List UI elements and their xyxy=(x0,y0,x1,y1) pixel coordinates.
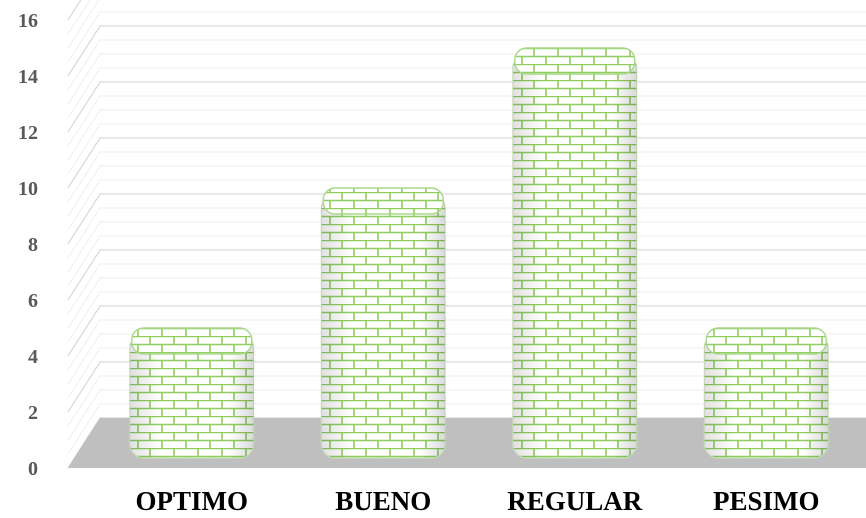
gridline-minor xyxy=(67,221,866,273)
gridline-minor xyxy=(67,235,866,287)
gridline-minor xyxy=(67,179,866,231)
bar xyxy=(129,327,255,459)
bars xyxy=(129,47,829,459)
y-tick-label: 14 xyxy=(18,66,38,88)
gridline-minor xyxy=(67,39,866,91)
bar-top xyxy=(131,327,253,355)
bar-top xyxy=(322,187,444,215)
gridline-minor xyxy=(67,123,866,175)
gridline-minor xyxy=(67,67,866,119)
y-tick-label: 6 xyxy=(28,290,38,312)
bar xyxy=(703,327,829,459)
x-category-label: BUENO xyxy=(335,486,431,516)
x-category-label: PESIMO xyxy=(713,486,820,516)
gridline-major xyxy=(67,137,866,189)
bar-shading xyxy=(704,334,829,458)
bar xyxy=(512,47,638,459)
gridline-major xyxy=(67,193,866,245)
y-tick-label: 0 xyxy=(28,458,38,480)
y-axis: 0 2 4 6 8 10 12 14 16 xyxy=(18,10,38,480)
y-tick-label: 2 xyxy=(28,402,38,424)
y-tick-label: 12 xyxy=(18,122,38,144)
bar xyxy=(320,187,446,459)
gridline-minor xyxy=(67,53,866,105)
y-tick-label: 16 xyxy=(18,10,38,32)
bar-shading xyxy=(129,334,254,458)
y-tick-label: 10 xyxy=(18,178,38,200)
gridline-minor xyxy=(67,277,866,329)
y-tick-label: 4 xyxy=(28,346,38,368)
x-axis: OPTIMO BUENO REGULAR PESIMO xyxy=(136,486,820,516)
gridline-major xyxy=(67,0,82,21)
bar-top xyxy=(705,327,827,355)
x-category-label: REGULAR xyxy=(507,486,643,516)
gridline-major xyxy=(67,25,866,77)
chart-floor xyxy=(68,418,866,468)
gridline-minor xyxy=(67,165,866,217)
gridline-minor xyxy=(67,0,100,49)
gridline-minor xyxy=(67,11,866,63)
bar-top xyxy=(514,47,636,75)
bar-shading xyxy=(512,54,637,458)
gridline-major xyxy=(67,81,866,133)
y-tick-label: 8 xyxy=(28,234,38,256)
gridline-major xyxy=(67,249,866,301)
x-category-label: OPTIMO xyxy=(136,486,249,516)
bar-shading xyxy=(321,194,446,458)
gridline-minor xyxy=(67,0,91,35)
gridline-minor xyxy=(67,109,866,161)
